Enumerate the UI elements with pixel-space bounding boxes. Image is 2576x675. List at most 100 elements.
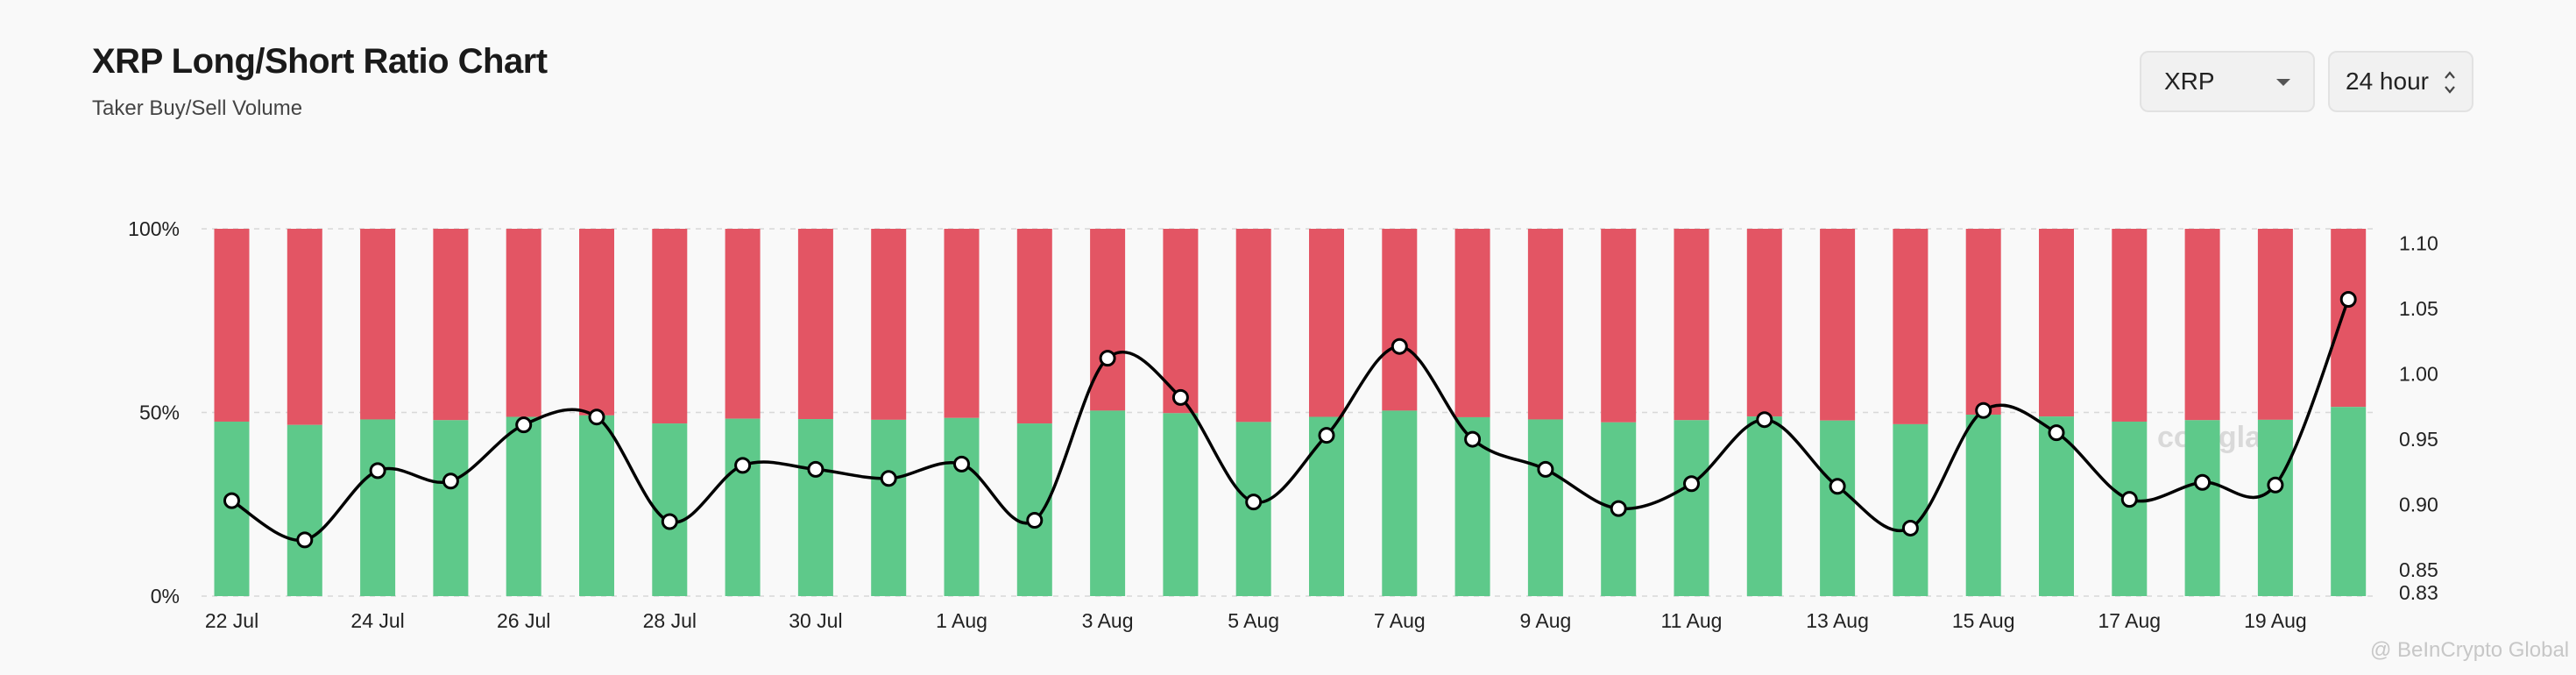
x-tick-label: 3 Aug xyxy=(1082,609,1134,632)
y-left-tick-label: 50% xyxy=(139,401,180,424)
long-bar xyxy=(2331,407,2367,596)
short-bar xyxy=(1893,229,1928,424)
long-bar xyxy=(2112,421,2148,596)
short-bar xyxy=(1965,229,2001,416)
ratio-point xyxy=(223,492,240,509)
ratio-point xyxy=(2120,491,2138,508)
period-select-value: 24 hour xyxy=(2346,68,2429,95)
x-tick-label: 19 Aug xyxy=(2244,609,2307,632)
ratio-point xyxy=(588,409,605,426)
chevron-down-icon xyxy=(2276,79,2290,86)
ratio-point xyxy=(2194,473,2212,491)
long-bar xyxy=(506,416,541,596)
short-bar xyxy=(1382,229,1418,411)
chart-bars xyxy=(214,229,2367,596)
long-bar xyxy=(1527,419,1563,596)
x-tick-label: 11 Aug xyxy=(1661,609,1723,632)
short-bar xyxy=(287,229,322,425)
ratio-point xyxy=(2267,476,2284,494)
x-tick-label: 22 Jul xyxy=(205,609,258,632)
short-bar xyxy=(1309,229,1344,417)
short-bar xyxy=(214,229,250,422)
short-bar xyxy=(2039,229,2074,417)
short-bar xyxy=(2331,229,2367,408)
updown-chevron-icon xyxy=(2445,71,2455,94)
y-right-tick-label: 0.95 xyxy=(2399,428,2438,451)
long-bar xyxy=(1674,420,1709,596)
x-tick-label: 13 Aug xyxy=(1806,609,1869,632)
asset-select-value: XRP xyxy=(2164,68,2215,95)
ratio-point xyxy=(369,462,386,480)
long-bar xyxy=(1163,413,1199,596)
ratio-point xyxy=(1610,500,1627,517)
ratio-point xyxy=(807,460,824,478)
long-bar xyxy=(2257,419,2293,596)
x-tick-label: 15 Aug xyxy=(1952,609,2015,632)
y-right-tick-label: 0.83 xyxy=(2399,581,2438,604)
long-bar xyxy=(797,419,833,596)
long-bar xyxy=(1746,416,1782,596)
short-bar xyxy=(2112,229,2148,422)
ratio-point xyxy=(1901,519,1919,536)
short-bar xyxy=(1820,229,1856,421)
ratio-point xyxy=(2048,424,2065,442)
long-bar xyxy=(871,419,907,596)
ratio-point xyxy=(1464,430,1482,448)
long-bar xyxy=(1309,416,1344,596)
short-bar xyxy=(579,229,614,416)
y-right-tick-label: 1.05 xyxy=(2399,297,2438,320)
short-bar xyxy=(652,229,688,424)
long-bar xyxy=(287,424,322,596)
short-bar xyxy=(1746,229,1782,417)
x-tick-label: 1 Aug xyxy=(936,609,987,632)
asset-select[interactable]: XRP xyxy=(2140,51,2315,112)
long-bar xyxy=(1820,420,1856,596)
long-bar xyxy=(2184,420,2220,596)
ratio-point xyxy=(1537,460,1554,478)
long-bar xyxy=(1965,415,2001,596)
y-axis-right: 0.830.85 0.90 0.95 1.00 1.05 1.10 xyxy=(2399,231,2438,604)
y-right-tick-label: 1.00 xyxy=(2399,363,2438,386)
ratio-point xyxy=(1026,512,1044,529)
x-tick-label: 17 Aug xyxy=(2098,609,2161,632)
x-tick-label: 24 Jul xyxy=(350,609,404,632)
short-bar xyxy=(1016,229,1052,424)
y-left-tick-label: 0% xyxy=(151,585,180,608)
ratio-point xyxy=(1318,427,1335,444)
y-left-tick-label: 100% xyxy=(128,217,180,240)
ratio-point xyxy=(661,513,678,530)
short-bar xyxy=(2184,229,2220,421)
long-bar xyxy=(2039,416,2074,596)
y-right-tick-label: 0.85 xyxy=(2399,558,2438,581)
short-bar xyxy=(1527,229,1563,420)
x-tick-label: 5 Aug xyxy=(1228,609,1279,632)
short-bar xyxy=(433,229,469,421)
short-bar xyxy=(944,229,980,418)
period-select[interactable]: 24 hour xyxy=(2328,51,2473,112)
ratio-point xyxy=(296,531,314,549)
chart-grid xyxy=(202,228,2374,597)
long-bar xyxy=(944,417,980,596)
ratio-point xyxy=(953,455,970,472)
x-tick-label: 30 Jul xyxy=(789,609,842,632)
ratio-point xyxy=(1099,350,1116,367)
short-bar xyxy=(1674,229,1709,421)
long-bar xyxy=(725,418,761,596)
short-bar xyxy=(1601,229,1637,423)
long-bar xyxy=(360,419,396,596)
ratio-point xyxy=(515,416,533,434)
ratio-point xyxy=(1391,338,1408,355)
x-tick-label: 26 Jul xyxy=(497,609,550,632)
short-bar xyxy=(797,229,833,420)
ratio-point xyxy=(1171,388,1189,406)
ratio-point xyxy=(2339,291,2357,309)
short-bar xyxy=(1090,229,1126,411)
ratio-point xyxy=(442,472,459,490)
short-bar xyxy=(1235,229,1271,423)
short-bar xyxy=(2257,229,2293,420)
long-bar xyxy=(433,420,469,596)
x-tick-label: 7 Aug xyxy=(1374,609,1426,632)
ratio-point xyxy=(880,470,897,487)
y-right-tick-label: 1.10 xyxy=(2399,231,2438,254)
y-right-tick-label: 0.90 xyxy=(2399,494,2438,516)
